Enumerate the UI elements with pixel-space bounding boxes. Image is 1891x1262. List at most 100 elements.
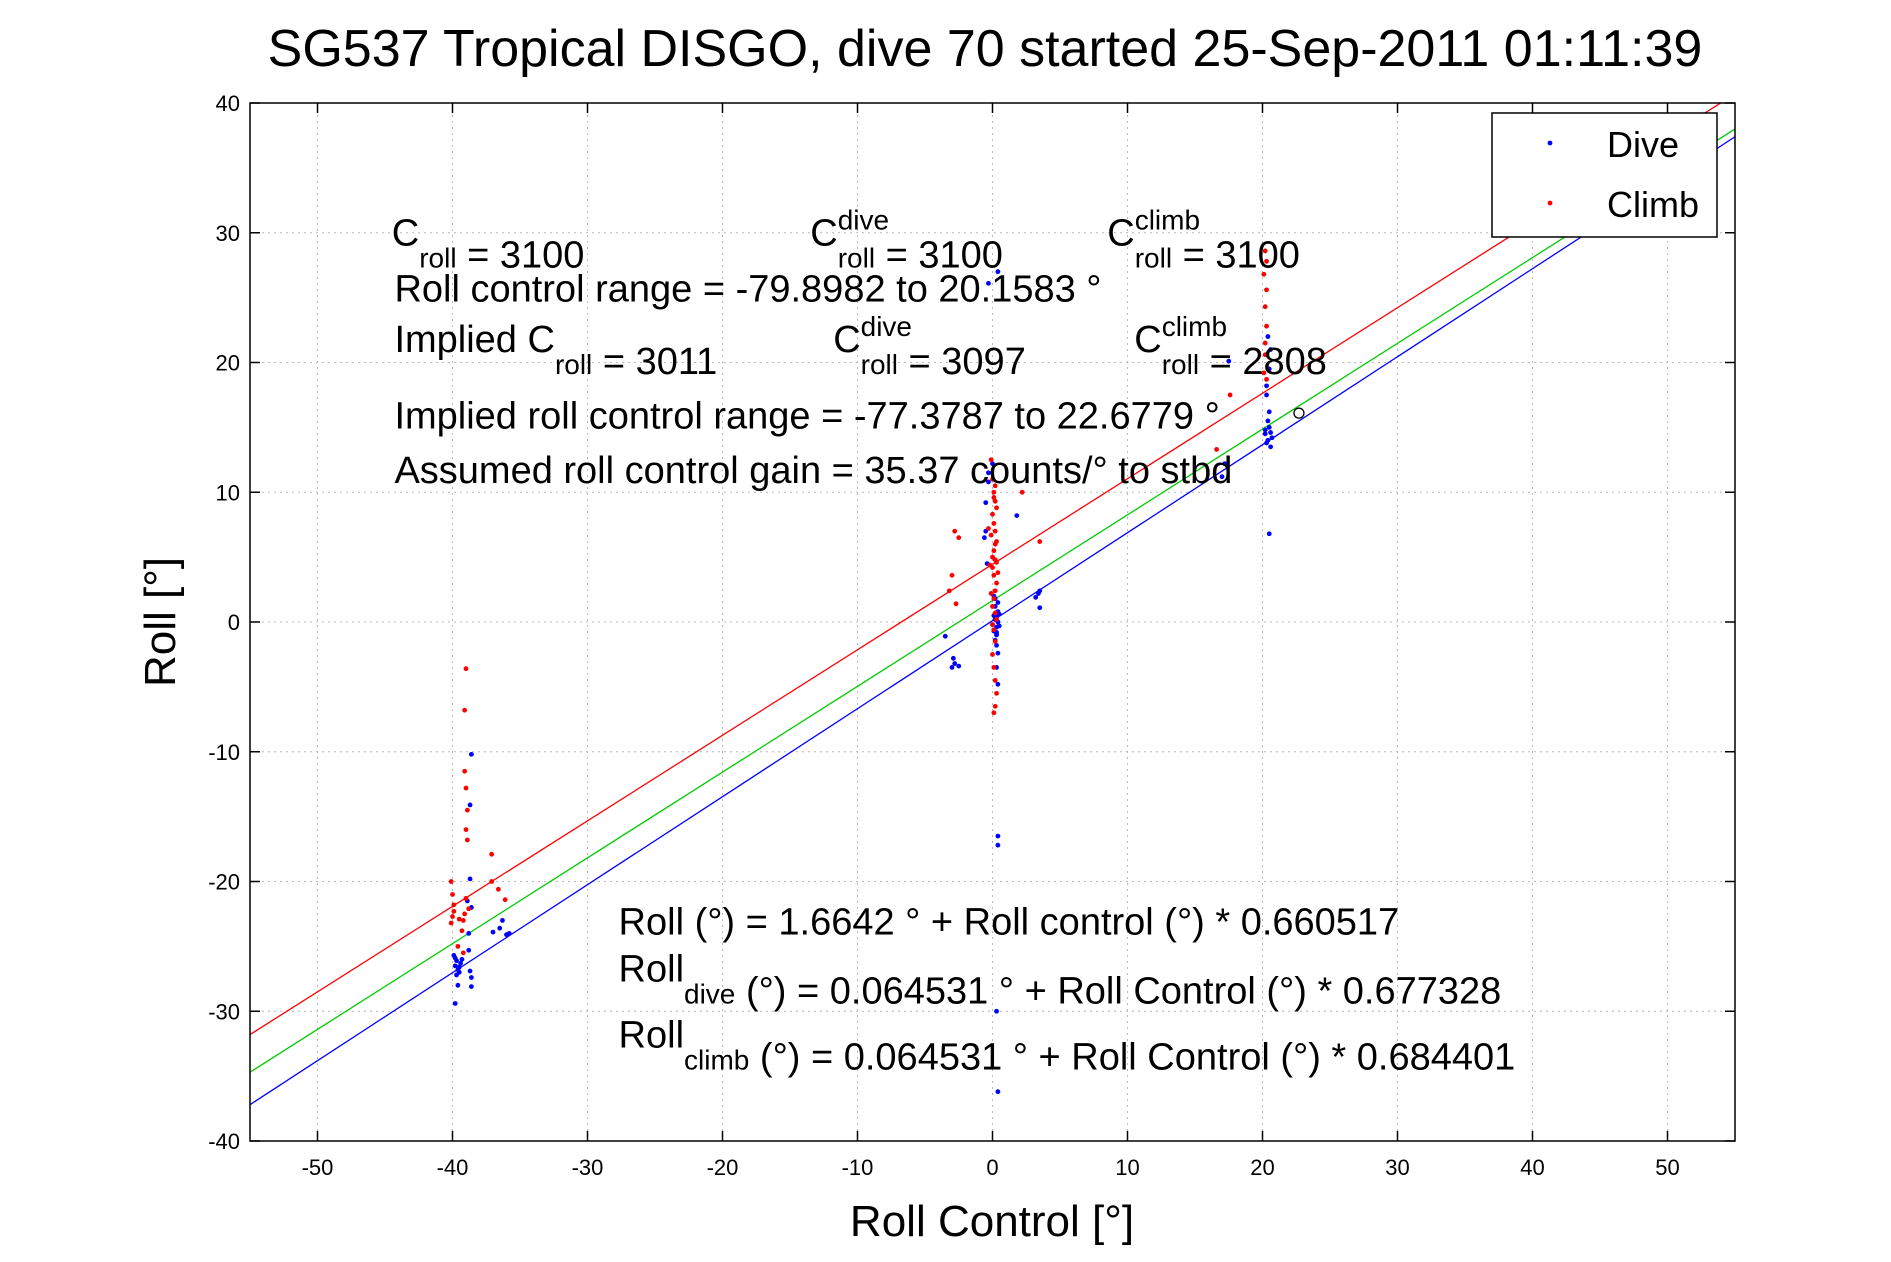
point-climb [992, 610, 998, 616]
point-dive [467, 876, 473, 882]
point-dive [1268, 347, 1273, 352]
point-dive [995, 842, 1001, 848]
point-climb [956, 535, 962, 541]
point-dive [995, 681, 1001, 687]
point-climb [1214, 447, 1219, 452]
point-climb [1262, 304, 1268, 310]
point-climb [990, 652, 995, 657]
point-climb [994, 617, 999, 622]
point-dive [500, 918, 505, 923]
point-dive [995, 1089, 1001, 1095]
point-dive [1264, 383, 1269, 389]
x-tick-label: 40 [1520, 1155, 1544, 1180]
point-climb [459, 928, 465, 934]
point-climb [466, 906, 472, 912]
point-climb [489, 851, 495, 857]
x-tick-label: 20 [1250, 1155, 1274, 1180]
point-dive [949, 665, 955, 670]
point-climb [991, 596, 997, 602]
point-dive [455, 982, 461, 988]
annotation-range: Roll control range = -79.8982 to 20.1583… [394, 269, 1101, 311]
point-climb [990, 604, 995, 609]
point-dive [1033, 594, 1039, 600]
point-climb [463, 785, 469, 791]
point-climb [463, 827, 469, 832]
point-climb [995, 570, 1001, 576]
point-climb [455, 943, 461, 949]
point-climb [990, 622, 995, 627]
point-dive [1266, 366, 1272, 372]
annotation-fit-climb: Rollclimb (°) = 0.064531 ° + Roll Contro… [619, 1015, 1516, 1079]
y-tick-label: -10 [208, 740, 240, 765]
point-climb [462, 707, 468, 713]
annotation-gain: Assumed roll control gain = 35.37 counts… [394, 450, 1232, 492]
legend: Dive Climb [1491, 112, 1718, 238]
point-climb [464, 807, 470, 813]
point-dive [995, 600, 1001, 605]
point-dive [996, 611, 1002, 617]
point-climb [988, 457, 994, 463]
point-climb [992, 703, 998, 709]
axis-ticks: -50 -40 -30 -20 -10 0 10 20 30 40 50 -40 -30 -20 -10 0 1… [208, 91, 1735, 1180]
point-dive [995, 650, 1001, 656]
point-climb [1037, 539, 1043, 544]
point-dive [1266, 409, 1272, 415]
point-dive [990, 461, 995, 467]
point-climb [496, 886, 501, 892]
point-climb [992, 677, 998, 683]
point-climb [992, 483, 998, 489]
x-tick-label: -40 [437, 1155, 469, 1180]
point-dive [995, 269, 1001, 275]
point-climb [990, 511, 995, 517]
point-climb [456, 916, 462, 922]
point-climb [994, 505, 999, 511]
point-climb [1264, 258, 1269, 264]
point-climb [460, 950, 466, 956]
point-climb [1227, 392, 1233, 398]
point-dive [467, 802, 473, 808]
point-climb [1261, 370, 1267, 376]
legend-label-dive: Dive [1607, 124, 1679, 165]
annotation-implied-dive: Cdive roll = 3097 [833, 311, 1026, 383]
point-dive [469, 751, 474, 757]
plot-content [250, 103, 1735, 1106]
point-climb [986, 526, 991, 531]
point-climb [990, 476, 995, 482]
point-climb [991, 710, 997, 716]
point-climb [991, 665, 997, 670]
x-tick-label: -20 [707, 1155, 739, 1180]
point-climb [1262, 248, 1268, 254]
point-climb [463, 895, 469, 901]
annotation-c3: Cclimb roll = 3100 [1107, 205, 1300, 277]
point-climb [991, 572, 997, 578]
y-tick-label: -20 [208, 870, 240, 895]
x-tick-label: -10 [842, 1155, 874, 1180]
annotation-fit: Roll (°) = 1.6642 ° + Roll control (°) *… [619, 902, 1400, 944]
point-climb [992, 528, 998, 534]
point-climb [994, 580, 999, 586]
y-tick-label: -30 [208, 999, 240, 1024]
y-tick-label: -40 [208, 1129, 240, 1154]
point-dive [956, 663, 962, 669]
point-climb [450, 892, 455, 897]
point-climb [463, 666, 469, 672]
x-tick-label: 0 [986, 1155, 998, 1180]
point-dive [452, 1001, 458, 1006]
point-climb [462, 768, 468, 774]
point-climb [448, 879, 454, 884]
point-dive [1037, 605, 1043, 611]
point-dive [1265, 418, 1271, 424]
point-dive [1266, 531, 1272, 537]
point-dive [995, 833, 1001, 839]
point-climb [489, 879, 495, 884]
fit-line-dive [250, 136, 1735, 1106]
x-axis-label: Roll Control [°] [850, 1197, 1134, 1246]
point-dive [952, 661, 958, 666]
point-dive [1037, 588, 1043, 594]
point-climb [450, 914, 455, 919]
point-dive [982, 535, 987, 541]
x-tick-label: 50 [1655, 1155, 1679, 1180]
y-tick-label: 10 [216, 480, 240, 505]
marker-layer [1293, 407, 1305, 419]
y-tick-label: 20 [216, 351, 240, 376]
